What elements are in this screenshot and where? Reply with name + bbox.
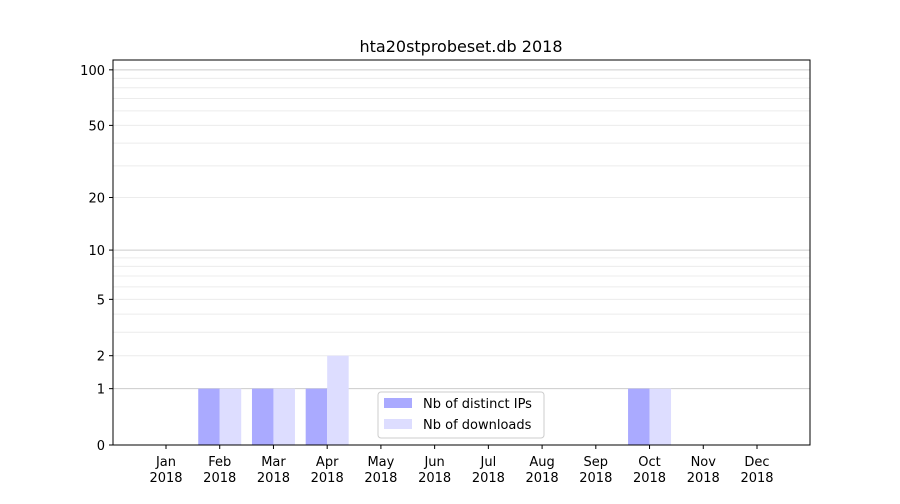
legend-box (377, 391, 545, 439)
x-tick-label: Nov 2018 (687, 455, 720, 486)
legend-swatch (384, 419, 412, 429)
y-axis: 0 1 2 5 10 20 50 100 (80, 64, 113, 454)
y-tick-label: 2 (97, 350, 105, 365)
y-tick-label: 20 (88, 192, 105, 207)
bar-distinct-ips (305, 388, 328, 445)
bar-distinct-ips (198, 388, 220, 445)
x-tick-label: Sep 2018 (579, 455, 612, 486)
x-tick-label: Jun 2018 (418, 455, 451, 486)
bar-downloads (649, 388, 672, 445)
bar-downloads (219, 388, 242, 445)
legend-swatch (384, 398, 412, 408)
bar-distinct-ips (628, 388, 650, 445)
x-tick-label: Jul 2018 (472, 455, 505, 486)
bar-downloads (273, 388, 295, 445)
bars (198, 355, 672, 445)
plot-frame (112, 59, 811, 446)
x-tick-label: May 2018 (364, 455, 397, 486)
x-axis: Jan 2018 Feb 2018 Mar 2018 Apr 2018 May 2018 Jun 20… (149, 445, 774, 486)
y-tick-label: 1 (97, 383, 105, 398)
y-tick-label: 5 (97, 293, 105, 308)
x-tick-label: Dec 2018 (740, 455, 773, 486)
y-tick-label: 0 (97, 439, 105, 454)
y-tick-label: 100 (80, 64, 105, 79)
x-tick-label: Mar 2018 (257, 455, 290, 486)
gridlines (113, 69, 810, 390)
legend-label: Nb of distinct IPs (423, 397, 532, 412)
legend-label: Nb of downloads (423, 418, 532, 433)
x-tick-label: Apr 2018 (311, 455, 344, 486)
x-tick-label: Jan 2018 (149, 455, 182, 486)
legend: Nb of distinct IPs Nb of downloads (377, 391, 545, 439)
x-tick-label: Feb 2018 (203, 455, 236, 486)
bar-distinct-ips (251, 388, 274, 445)
chart-title: hta20stprobeset.db 2018 (359, 37, 562, 56)
y-tick-label: 10 (88, 244, 105, 259)
x-tick-label: Oct 2018 (633, 455, 666, 486)
bar-downloads (327, 355, 349, 445)
y-tick-label: 50 (88, 119, 105, 134)
x-tick-label: Aug 2018 (526, 455, 559, 486)
